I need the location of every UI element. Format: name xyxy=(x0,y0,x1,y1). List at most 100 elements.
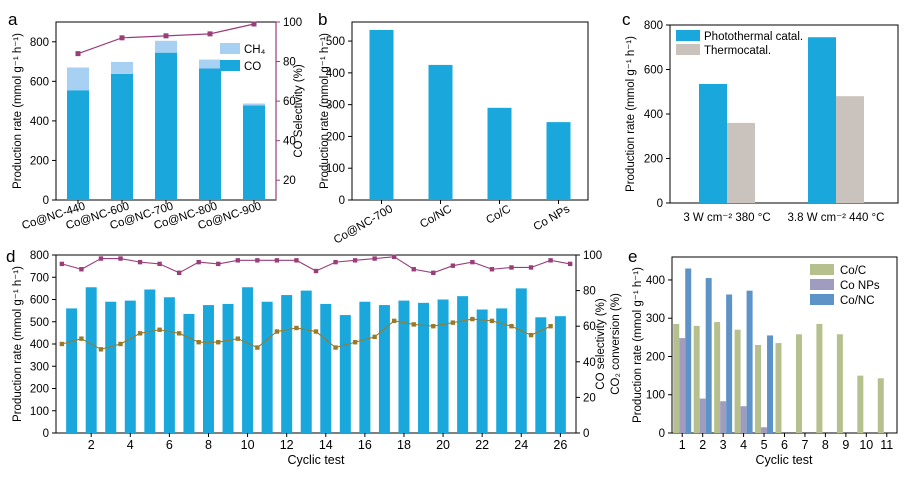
a-y2tick-label: 40 xyxy=(283,136,296,148)
conversion-point xyxy=(294,325,299,331)
legend-label-coc: Co/C xyxy=(840,265,866,277)
b-ytick-label: 400 xyxy=(326,68,345,80)
selectivity-point xyxy=(137,259,143,265)
bar-co xyxy=(111,73,133,200)
panel-b-xlabels: Co@NC-700 Co/NC Co/C Co NPs xyxy=(332,200,572,247)
bar-production xyxy=(105,301,117,433)
selectivity-point xyxy=(79,267,84,272)
a-y2tick-label: 80 xyxy=(283,57,296,69)
e-ytick-label: 100 xyxy=(646,390,665,402)
bar-production xyxy=(66,308,78,433)
conversion-point xyxy=(137,331,143,336)
panel-a-ylabel: Production rate (mmol g⁻¹ h⁻¹) xyxy=(12,33,24,189)
bar-production xyxy=(163,297,175,433)
bar-co-nc xyxy=(685,268,692,433)
bar-production xyxy=(222,303,234,433)
panel-e-ticks: 0 100 200 300 400 1 2 3 4 5 6 7 8 9 10 11 xyxy=(646,275,893,452)
a-y2tick-label: 100 xyxy=(283,17,302,29)
d-ytick-label: 800 xyxy=(30,250,49,262)
selectivity-point xyxy=(294,258,299,263)
panel-e-ylabel: Production rate (mmol g⁻¹ h⁻¹) xyxy=(632,267,644,423)
e-xtick-label: 6 xyxy=(781,438,788,452)
bar-production xyxy=(515,288,527,433)
bar-production xyxy=(554,316,566,433)
e-xtick-label: 10 xyxy=(859,438,873,452)
bar-co-c xyxy=(857,375,864,433)
panel-c-bars xyxy=(699,37,864,203)
conversion-point xyxy=(509,324,514,329)
d-xtick-label: 16 xyxy=(358,438,372,452)
panel-d-ylabel: Production rate (mmol g⁻¹ h⁻¹) xyxy=(12,266,24,422)
bar-co-c xyxy=(755,345,762,433)
bar-co-nps xyxy=(761,427,768,433)
bar-co xyxy=(199,68,221,200)
selectivity-point xyxy=(333,259,338,265)
d-y2tick-label: 100 xyxy=(583,250,602,262)
bar-production xyxy=(476,309,488,433)
e-xtick-label: 3 xyxy=(720,438,727,452)
a-y2tick-label: 60 xyxy=(283,96,296,108)
conversion-point xyxy=(431,324,436,329)
panel-b: b 0 100 200 300 400 500 Co@NC-700 Co/NC Co/C Co … xyxy=(318,10,589,247)
panel-d-lines xyxy=(59,254,573,352)
conversion-point xyxy=(176,331,182,336)
selectivity-point xyxy=(163,33,169,39)
conversion-point xyxy=(235,336,241,341)
panel-a: a 0 200 400 600 800 20 40 60 80 100 Co@NC-440Co@N… xyxy=(8,10,305,232)
bar-production xyxy=(496,308,508,433)
d-xtick-label: 24 xyxy=(514,438,528,452)
panel-d-bars xyxy=(66,287,566,433)
bar-production xyxy=(242,287,254,433)
legend-swatch-conps xyxy=(810,279,834,290)
d-ytick-label: 300 xyxy=(30,361,49,373)
panel-a-bars xyxy=(67,40,265,201)
selectivity-point xyxy=(216,261,221,267)
d-y2tick-label: 60 xyxy=(583,321,596,333)
d-xtick-label: 12 xyxy=(280,438,294,452)
d-xtick-label: 26 xyxy=(553,438,567,452)
panel-e-bars xyxy=(673,268,884,433)
c-ytick-label: 200 xyxy=(644,154,663,166)
legend-swatch-ch4 xyxy=(220,43,240,54)
a-ytick-label: 0 xyxy=(43,195,49,207)
bar-thermocatal xyxy=(727,122,755,203)
bar-production xyxy=(457,296,469,433)
bar-ch4 xyxy=(243,103,265,106)
legend-label-conc: Co/NC xyxy=(840,295,875,307)
e-xtick-label: 9 xyxy=(842,438,849,452)
selectivity-point xyxy=(157,261,162,267)
e-ytick-label: 200 xyxy=(646,351,665,363)
d-ytick-label: 100 xyxy=(30,406,49,418)
selectivity-point xyxy=(235,258,241,263)
e-ytick-label: 400 xyxy=(646,275,665,287)
bar-co-c xyxy=(734,329,741,433)
b-ytick-label: 0 xyxy=(339,195,345,207)
bar-co-nc xyxy=(705,278,712,433)
conversion-point xyxy=(411,322,416,327)
bar-co-c xyxy=(795,334,802,433)
bar-photothermal xyxy=(808,37,836,203)
d-ytick-label: 200 xyxy=(30,384,49,396)
selectivity-point xyxy=(59,261,65,267)
d-xtick-label: 10 xyxy=(241,438,255,452)
bar-co-nps xyxy=(720,401,727,433)
panel-c-ylabel: Production rate (mmol g⁻¹ h⁻¹) xyxy=(625,36,637,192)
conversion-point xyxy=(352,340,358,345)
d-y2tick-label: 80 xyxy=(583,286,596,298)
bar-production xyxy=(320,303,332,433)
e-ytick-label: 0 xyxy=(659,428,665,440)
panel-b-letter: b xyxy=(318,10,327,29)
bar-co xyxy=(67,90,89,200)
bar-co-c xyxy=(877,378,884,433)
panel-d: d 0 100 200 300 400 500 600 700 800 0 20 40 60 80 100 2… xyxy=(6,247,622,467)
e-xtick-label: 8 xyxy=(822,438,829,452)
selectivity-point xyxy=(251,21,257,27)
b-ytick-label: 200 xyxy=(326,131,345,143)
panel-c-letter: c xyxy=(622,10,631,29)
bar-production xyxy=(144,289,156,433)
conversion-point xyxy=(450,320,456,325)
bar-co-c xyxy=(693,325,700,433)
bar-co-c xyxy=(775,343,782,433)
bar-production xyxy=(428,64,453,201)
